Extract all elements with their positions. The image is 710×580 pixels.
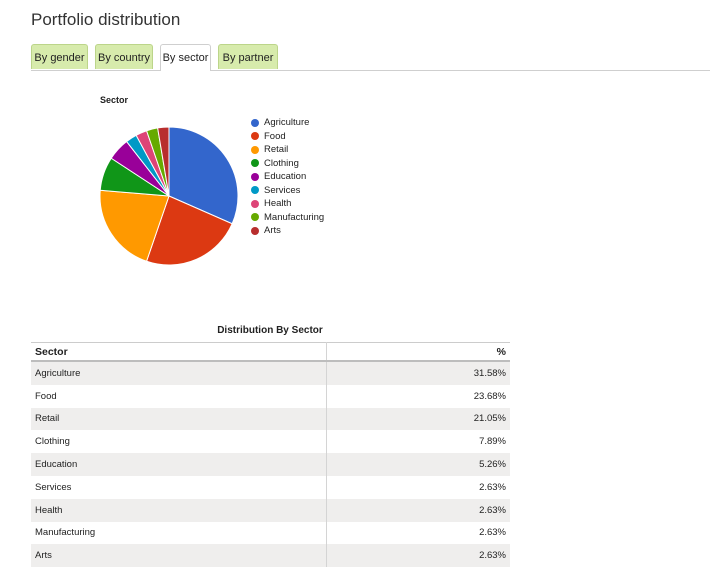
- legend-item: Education: [251, 170, 324, 184]
- legend-item: Services: [251, 184, 324, 198]
- table-row[interactable]: Agriculture 31.58%: [31, 361, 510, 385]
- table-row[interactable]: Manufacturing 2.63%: [31, 521, 510, 545]
- table-row[interactable]: Health 2.63%: [31, 498, 510, 522]
- percent-cell: 31.58%: [326, 361, 510, 385]
- tab-by-country[interactable]: By country: [95, 44, 153, 69]
- legend-swatch: [251, 172, 259, 181]
- legend-label: Health: [264, 198, 292, 210]
- table-row[interactable]: Arts 2.63%: [31, 544, 510, 568]
- legend-swatch: [251, 186, 259, 195]
- legend-label: Arts: [264, 225, 281, 237]
- percent-cell: 21.05%: [326, 407, 510, 431]
- percent-cell: 2.63%: [326, 498, 510, 522]
- table-row[interactable]: Food 23.68%: [31, 384, 510, 408]
- chart-legend: Agriculture Food Retail Clothing Education Se…: [251, 116, 324, 238]
- table-row[interactable]: Retail 21.05%: [31, 407, 510, 431]
- percent-cell: 2.63%: [479, 481, 506, 493]
- percent-cell: 23.68%: [473, 390, 506, 402]
- pie-slice-food[interactable]: [145, 195, 233, 266]
- tab-by-sector[interactable]: By sector: [160, 44, 211, 71]
- legend-label: Clothing: [264, 157, 299, 169]
- column-header-sector[interactable]: Sector: [31, 342, 327, 362]
- legend-item: Food: [251, 130, 324, 144]
- tab-bar: By gender By country By sector By partne…: [31, 44, 710, 71]
- sector-cell: Clothing: [31, 430, 327, 454]
- legend-swatch: [251, 118, 259, 127]
- table-row[interactable]: Services 2.63%: [31, 475, 510, 499]
- page-title: Portfolio distribution: [31, 10, 181, 29]
- legend-item: Agriculture: [251, 116, 324, 130]
- sector-cell: Education: [31, 453, 327, 476]
- pie-slice-arts[interactable]: [157, 126, 170, 197]
- column-header-percent[interactable]: %: [326, 342, 510, 362]
- sector-cell: Manufacturing: [31, 521, 327, 545]
- table-row[interactable]: Education 5.26%: [31, 453, 510, 476]
- legend-item: Health: [251, 197, 324, 211]
- table-row[interactable]: Clothing 7.89%: [31, 430, 510, 454]
- legend-item: Retail: [251, 143, 324, 157]
- table-title: Distribution By Sector: [217, 325, 323, 336]
- sector-pie-chart: [99, 126, 239, 266]
- legend-swatch: [251, 213, 259, 222]
- pie-slice-agriculture[interactable]: [168, 126, 239, 225]
- sector-cell: Health: [31, 498, 327, 522]
- legend-swatch: [251, 132, 259, 141]
- percent-cell: 2.63%: [479, 527, 506, 539]
- sector-cell: Retail: [31, 407, 327, 431]
- pie-slice-retail[interactable]: [99, 189, 170, 262]
- table-header-row: Sector %: [31, 342, 510, 362]
- legend-label: Retail: [264, 144, 289, 156]
- legend-item: Arts: [251, 224, 324, 238]
- legend-label: Services: [264, 184, 301, 196]
- legend-label: Food: [264, 130, 286, 142]
- sector-cell: Services: [31, 475, 327, 499]
- legend-swatch: [251, 199, 259, 208]
- legend-item: Clothing: [251, 157, 324, 171]
- tab-by-partner[interactable]: By partner: [218, 44, 278, 69]
- sector-cell: Food: [31, 384, 327, 408]
- percent-cell: 5.26%: [326, 453, 510, 476]
- tab-by-gender[interactable]: By gender: [31, 44, 88, 69]
- percent-cell: 7.89%: [479, 436, 506, 448]
- legend-label: Agriculture: [264, 117, 310, 129]
- percent-cell: 2.63%: [326, 544, 510, 568]
- legend-label: Education: [264, 171, 307, 183]
- legend-label: Manufacturing: [264, 211, 325, 223]
- sector-cell: Agriculture: [31, 361, 327, 385]
- chart-title: Sector: [100, 95, 129, 105]
- legend-swatch: [251, 159, 259, 168]
- legend-item: Manufacturing: [251, 211, 324, 225]
- legend-swatch: [251, 226, 259, 235]
- distribution-table: Sector % Agriculture 31.58% Food 23.68% Reta…: [31, 342, 510, 568]
- legend-swatch: [251, 145, 259, 154]
- sector-cell: Arts: [31, 544, 327, 568]
